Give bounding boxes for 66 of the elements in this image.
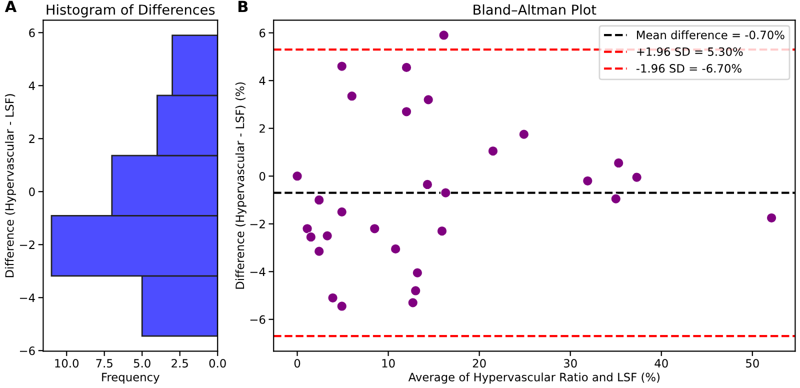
y-tick-label: 6	[29, 28, 35, 38]
point	[423, 94, 434, 105]
x-tick-label: 2.5	[172, 358, 188, 368]
y-axis-title: Difference (Hypervascular - LSF) (%)	[235, 82, 246, 289]
point	[322, 230, 333, 242]
point	[390, 244, 401, 254]
y-tick-label: 4	[28, 82, 35, 90]
x-tick-label: 20	[472, 358, 486, 368]
text: B	[238, 0, 248, 12]
point	[306, 232, 316, 242]
point	[488, 146, 498, 156]
point	[336, 300, 348, 312]
x-tick-label: 5.0	[134, 358, 150, 368]
point	[314, 246, 324, 257]
x-tick-label: 10	[382, 358, 395, 368]
point	[582, 176, 593, 186]
point	[314, 194, 324, 206]
y-tick-label: 4	[259, 76, 266, 85]
point	[410, 285, 421, 296]
y-tick-label: 0	[259, 172, 266, 181]
point	[610, 194, 622, 204]
y-tick-label: −6	[20, 346, 35, 356]
point	[438, 30, 450, 40]
y-tick-label: −4	[20, 294, 35, 302]
chart-title: Histogram of Differences	[46, 4, 215, 18]
point	[422, 179, 433, 190]
x-tick-label: 50	[746, 358, 759, 368]
x-axis-title: Frequency	[102, 372, 160, 384]
x-tick-label: 30	[564, 358, 577, 368]
y-tick-label: 6	[260, 28, 266, 38]
point	[369, 223, 380, 234]
legend-label: -1.96 SD = -6.70%	[636, 64, 742, 73]
point	[346, 90, 358, 102]
point	[292, 170, 303, 182]
x-tick-label: 0	[294, 358, 300, 368]
point	[401, 62, 412, 73]
point	[336, 61, 348, 72]
legend-label: Mean difference = -0.70%	[637, 30, 784, 40]
x-tick-label: 0.0	[209, 358, 226, 368]
point	[632, 172, 642, 183]
ref-line-label: +1.96 SD = 5.30%	[637, 47, 743, 56]
x-tick-label: 10.0	[55, 358, 79, 368]
point	[412, 268, 423, 278]
point	[440, 188, 451, 198]
y-tick-label: −2	[250, 220, 265, 228]
y-tick-label: 2	[260, 124, 265, 133]
y-axis-title: Difference (Hypervascular - LSF)	[4, 94, 16, 278]
point	[766, 212, 777, 224]
point	[518, 129, 530, 140]
text: A	[4, 0, 17, 12]
point	[436, 226, 448, 236]
x-tick-label: 40	[654, 358, 668, 368]
point	[613, 158, 624, 168]
y-tick-label: 0	[29, 187, 35, 196]
y-tick-label: −6	[250, 315, 266, 324]
point	[408, 297, 418, 308]
chart-title: Bland–Altman Plot	[474, 4, 596, 15]
y-tick-label: −4	[250, 268, 266, 276]
point	[328, 292, 338, 304]
point	[401, 106, 412, 117]
point	[336, 206, 348, 218]
y-tick-label: −2	[20, 240, 34, 249]
x-tick-label: 7.5	[96, 359, 112, 368]
x-axis-title: Average of Hypervascular Ratio and LSF (%)	[408, 372, 660, 384]
y-tick-label: 2	[29, 134, 34, 143]
point	[302, 223, 313, 234]
